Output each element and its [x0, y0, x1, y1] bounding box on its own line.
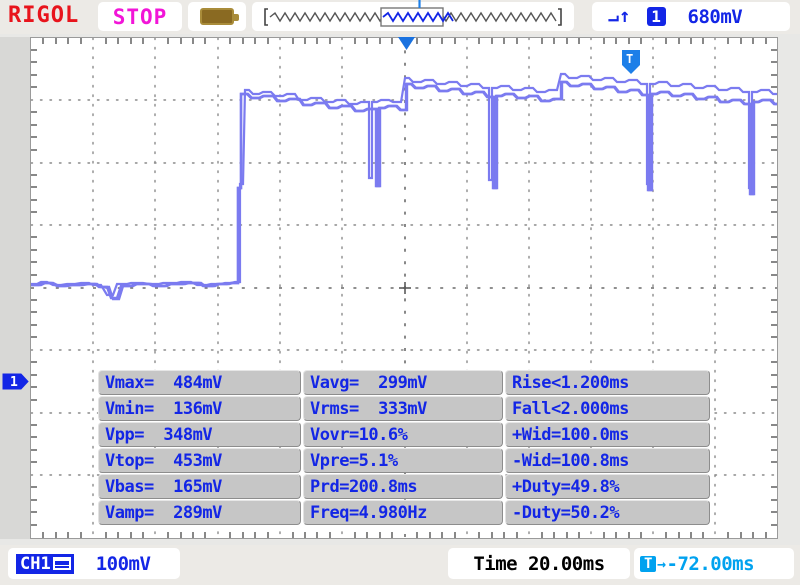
- memory-trigger-marker: T: [415, 0, 425, 12]
- measurement-pos-duty[interactable]: +Duty=49.8%: [505, 474, 710, 499]
- left-gutter: [0, 37, 30, 539]
- measurement-pos-width[interactable]: +Wid=100.0ms: [505, 422, 710, 447]
- measurement-freq[interactable]: Freq=4.980Hz: [303, 500, 503, 525]
- bottom-status-bar: CH1 100mV Time 20.00ms T → -72.00ms: [0, 545, 800, 585]
- memory-depth-bar: T: [263, 0, 563, 28]
- svg-text:T: T: [626, 52, 633, 66]
- table-row: Vtop= 453mV Vpre=5.1% -Wid=100.8ms: [98, 448, 712, 473]
- top-status-bar: RIGOL STOP T ⨼↑ 1 680mV: [0, 0, 800, 34]
- channel-1-badge[interactable]: CH1: [16, 553, 74, 574]
- measurement-vpp[interactable]: Vpp= 348mV: [98, 422, 301, 447]
- measurement-vovr[interactable]: Vovr=10.6%: [303, 422, 503, 447]
- right-arrow-icon: →: [657, 554, 666, 573]
- rising-edge-icon: ⨼↑: [608, 5, 631, 27]
- measurement-neg-width[interactable]: -Wid=100.8ms: [505, 448, 710, 473]
- measurement-vrms[interactable]: Vrms= 333mV: [303, 396, 503, 421]
- volts-per-div-value: 100mV: [95, 552, 151, 575]
- measurement-neg-duty[interactable]: -Duty=50.2%: [505, 500, 710, 525]
- dc-coupling-icon: [52, 557, 71, 570]
- table-row: Vpp= 348mV Vovr=10.6% +Wid=100.0ms: [98, 422, 712, 447]
- trigger-status-group[interactable]: ⨼↑ 1 680mV: [592, 2, 790, 31]
- measurement-vamp[interactable]: Vamp= 289mV: [98, 500, 301, 525]
- measurement-vbase[interactable]: Vbas= 165mV: [98, 474, 301, 499]
- measurement-vpre[interactable]: Vpre=5.1%: [303, 448, 503, 473]
- trigger-pos-badge: T: [640, 555, 656, 572]
- trigger-level-value: 680mV: [687, 5, 743, 28]
- timebase-setting[interactable]: Time 20.00ms: [448, 548, 630, 579]
- measurement-vmin[interactable]: Vmin= 136mV: [98, 396, 301, 421]
- channel-1-label: CH1: [20, 553, 51, 574]
- memory-depth-indicator[interactable]: T: [252, 0, 574, 31]
- trigger-position-setting[interactable]: T → -72.00ms: [634, 548, 794, 579]
- trigger-level-marker[interactable]: T: [621, 49, 641, 75]
- battery-icon: [200, 8, 239, 25]
- trigger-source-channel: 1: [646, 7, 666, 26]
- measurement-table: Vmax= 484mV Vavg= 299mV Rise<1.200ms Vmi…: [98, 370, 712, 525]
- measurement-rise[interactable]: Rise<1.200ms: [505, 370, 710, 395]
- measurement-vavg[interactable]: Vavg= 299mV: [303, 370, 503, 395]
- table-row: Vbas= 165mV Prd=200.8ms +Duty=49.8%: [98, 474, 712, 499]
- table-row: Vmax= 484mV Vavg= 299mV Rise<1.200ms: [98, 370, 712, 395]
- battery-indicator: [188, 2, 246, 31]
- svg-text:1: 1: [10, 375, 18, 390]
- run-stop-status[interactable]: STOP: [98, 2, 182, 31]
- brand-logo: RIGOL: [8, 3, 80, 28]
- measurement-vtop[interactable]: Vtop= 453mV: [98, 448, 301, 473]
- trigger-position-marker[interactable]: [398, 37, 415, 50]
- table-row: Vmin= 136mV Vrms= 333mV Fall<2.000ms: [98, 396, 712, 421]
- table-row: Vamp= 289mV Freq=4.980Hz -Duty=50.2%: [98, 500, 712, 525]
- channel-1-settings[interactable]: CH1 100mV: [8, 548, 180, 579]
- trigger-pos-value: -72.00ms: [666, 552, 755, 575]
- measurement-period[interactable]: Prd=200.8ms: [303, 474, 503, 499]
- channel-1-ground-marker[interactable]: 1: [2, 372, 30, 391]
- measurement-vmax[interactable]: Vmax= 484mV: [98, 370, 301, 395]
- measurement-fall[interactable]: Fall<2.000ms: [505, 396, 710, 421]
